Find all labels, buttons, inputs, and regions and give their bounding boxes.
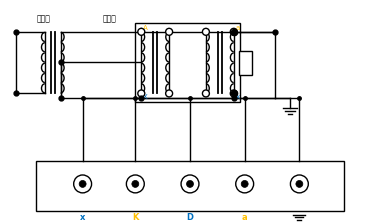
Bar bbox=[135, 23, 240, 102]
Text: x: x bbox=[236, 94, 240, 100]
Bar bbox=[239, 51, 251, 75]
Circle shape bbox=[230, 90, 237, 97]
Circle shape bbox=[138, 90, 145, 97]
Text: A: A bbox=[143, 25, 148, 31]
Text: a: a bbox=[242, 213, 248, 222]
Circle shape bbox=[74, 175, 91, 193]
Circle shape bbox=[202, 28, 210, 35]
Text: D: D bbox=[187, 213, 194, 222]
Circle shape bbox=[126, 175, 144, 193]
Circle shape bbox=[181, 175, 199, 193]
Text: 升压器: 升压器 bbox=[102, 14, 116, 23]
Circle shape bbox=[166, 90, 173, 97]
Circle shape bbox=[132, 181, 139, 187]
Circle shape bbox=[241, 181, 248, 187]
Circle shape bbox=[290, 175, 308, 193]
Text: X: X bbox=[143, 94, 148, 100]
Text: a: a bbox=[236, 25, 240, 31]
Circle shape bbox=[230, 28, 237, 35]
Circle shape bbox=[79, 181, 86, 187]
Circle shape bbox=[236, 175, 254, 193]
Circle shape bbox=[296, 181, 303, 187]
Bar bbox=[36, 161, 344, 211]
Circle shape bbox=[138, 28, 145, 35]
Circle shape bbox=[187, 181, 194, 187]
Circle shape bbox=[166, 28, 173, 35]
Circle shape bbox=[202, 90, 210, 97]
Text: K: K bbox=[132, 213, 139, 222]
Text: x: x bbox=[80, 213, 85, 222]
Text: 调压器: 调压器 bbox=[37, 14, 51, 23]
